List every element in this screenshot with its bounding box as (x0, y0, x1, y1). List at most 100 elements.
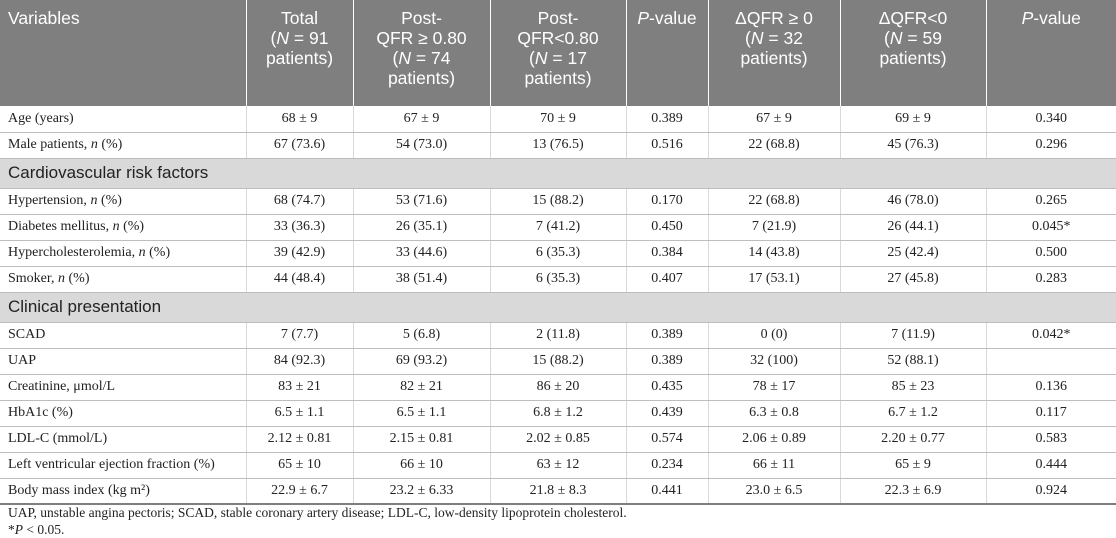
table-cell: 6 (35.3) (489, 266, 626, 293)
table-cell: 63 ± 12 (489, 452, 626, 479)
table-cell: 66 ± 11 (707, 452, 840, 479)
table-body: Age (years) 68 ± 9 67 ± 9 70 ± 9 0.389 67 ± 9… (0, 106, 1116, 505)
table-cell: 45 (76.3) (839, 132, 986, 159)
section-row: Cardiovascular risk factors (0, 158, 1116, 189)
table-cell: 0.265 (985, 188, 1116, 215)
row-label: HbA1c (%) (0, 400, 246, 427)
table-cell: 38 (51.4) (352, 266, 490, 293)
row-label: Hypertension, n (%) (0, 188, 246, 215)
table-cell: 5 (6.8) (352, 322, 490, 349)
table-cell: 0.574 (625, 426, 708, 453)
table-cell: 0.439 (625, 400, 708, 427)
header-line: patients) (879, 48, 947, 68)
header-post-qfr-low: Post- QFR<0.80 (N = 17 patients) (489, 0, 626, 106)
table-cell: 7 (11.9) (839, 322, 986, 349)
table-cell: 32 (100) (707, 348, 840, 375)
table-cell: 69 (93.2) (352, 348, 490, 375)
table-row: UAP 84 (92.3) 69 (93.2) 15 (88.2) 0.389 32 (1… (0, 348, 1116, 375)
table-footnotes: UAP, unstable angina pectoris; SCAD, sta… (8, 504, 627, 538)
table-cell: 65 ± 10 (245, 452, 353, 479)
abbreviation-note: UAP, unstable angina pectoris; SCAD, sta… (8, 505, 627, 520)
table-cell: 0.407 (625, 266, 708, 293)
table-cell: 13 (76.5) (489, 132, 626, 159)
table-cell: 0.384 (625, 240, 708, 267)
table-cell: 0.045* (985, 214, 1116, 241)
header-line: P-value (1021, 8, 1081, 28)
row-label: LDL-C (mmol/L) (0, 426, 246, 453)
header-line: Post- (537, 8, 579, 28)
header-line: (N = 32 (745, 28, 803, 48)
table-cell: 15 (88.2) (489, 348, 626, 375)
table-row: Left ventricular ejection fraction (%) 65… (0, 452, 1116, 479)
row-label: SCAD (0, 322, 246, 349)
table-cell: 26 (44.1) (839, 214, 986, 241)
table-cell: 86 ± 20 (489, 374, 626, 401)
table-cell: 82 ± 21 (352, 374, 490, 401)
header-line: patients) (524, 68, 592, 88)
table-cell: 44 (48.4) (245, 266, 353, 293)
header-line: Post- (401, 8, 442, 28)
row-label: Hypercholesterolemia, n (%) (0, 240, 246, 267)
section-label: Cardiovascular risk factors (0, 158, 1116, 189)
table-cell: 65 ± 9 (839, 452, 986, 479)
table-row: Male patients, n (%) 67 (73.6) 54 (73.0) 13… (0, 132, 1116, 159)
header-line: P-value (637, 8, 697, 28)
header-total: Total (N = 91 patients) (245, 0, 353, 106)
header-line: Variables (8, 8, 80, 28)
table-cell (985, 348, 1116, 375)
table-cell: 6.5 ± 1.1 (245, 400, 353, 427)
row-label: Left ventricular ejection fraction (%) (0, 452, 246, 479)
header-post-qfr-high: Post- QFR ≥ 0.80 (N = 74 patients) (352, 0, 490, 106)
table-cell: 0.435 (625, 374, 708, 401)
table-cell: 0.170 (625, 188, 708, 215)
table-cell: 2.12 ± 0.81 (245, 426, 353, 453)
table-row: Hypercholesterolemia, n (%) 39 (42.9) 33 (… (0, 240, 1116, 267)
table-cell: 22.9 ± 6.7 (245, 478, 353, 505)
table-cell: 6.5 ± 1.1 (352, 400, 490, 427)
table-row: Smoker, n (%) 44 (48.4) 38 (51.4) 6 (35.3) 0… (0, 266, 1116, 293)
table-cell: 6 (35.3) (489, 240, 626, 267)
table-cell: 33 (36.3) (245, 214, 353, 241)
table-cell: 68 ± 9 (245, 106, 353, 133)
table-row: Hypertension, n (%) 68 (74.7) 53 (71.6) 15 … (0, 188, 1116, 215)
header-dqfr-positive: ΔQFR ≥ 0 (N = 32 patients) (707, 0, 840, 106)
table-cell: 0.500 (985, 240, 1116, 267)
table-cell: 0.924 (985, 478, 1116, 505)
header-variables: Variables (0, 0, 246, 106)
significance-note: *P < 0.05. (8, 522, 65, 537)
header-line: (N = 59 (884, 28, 942, 48)
table-cell: 68 (74.7) (245, 188, 353, 215)
header-line: patients) (740, 48, 808, 68)
table-cell: 22.3 ± 6.9 (839, 478, 986, 505)
table-cell: 7 (41.2) (489, 214, 626, 241)
header-line: QFR ≥ 0.80 (376, 28, 467, 48)
header-line: (N = 74 (392, 48, 451, 68)
table-cell: 0.234 (625, 452, 708, 479)
header-line: patients) (265, 48, 334, 68)
table-row: Creatinine, μmol/L 83 ± 21 82 ± 21 86 ± 20 0… (0, 374, 1116, 401)
baseline-characteristics-table: Variables Total (N = 91 patients) Post- QFR ≥… (0, 0, 1116, 505)
table-cell: 27 (45.8) (839, 266, 986, 293)
table-row: Body mass index (kg m²) 22.9 ± 6.7 23.2 ± … (0, 478, 1116, 505)
table-cell: 0.516 (625, 132, 708, 159)
header-dqfr-negative: ΔQFR<0 (N = 59 patients) (839, 0, 986, 106)
table-cell: 0.444 (985, 452, 1116, 479)
table-cell: 85 ± 23 (839, 374, 986, 401)
table-cell: 14 (43.8) (707, 240, 840, 267)
table-cell: 69 ± 9 (839, 106, 986, 133)
table-row: HbA1c (%) 6.5 ± 1.1 6.5 ± 1.1 6.8 ± 1.2 0.43… (0, 400, 1116, 427)
header-line: ΔQFR<0 (878, 8, 948, 28)
table-cell: 66 ± 10 (352, 452, 490, 479)
section-label: Clinical presentation (0, 292, 1116, 323)
table-cell: 0.389 (625, 322, 708, 349)
table-cell: 0.450 (625, 214, 708, 241)
row-label: Smoker, n (%) (0, 266, 246, 293)
table-cell: 2.20 ± 0.77 (839, 426, 986, 453)
table-cell: 6.7 ± 1.2 (839, 400, 986, 427)
table-cell: 0.340 (985, 106, 1116, 133)
table-cell: 67 (73.6) (245, 132, 353, 159)
table-cell: 17 (53.1) (707, 266, 840, 293)
table-cell: 0.042* (985, 322, 1116, 349)
row-label: Creatinine, μmol/L (0, 374, 246, 401)
table-row: Age (years) 68 ± 9 67 ± 9 70 ± 9 0.389 67 ± 9… (0, 106, 1116, 133)
